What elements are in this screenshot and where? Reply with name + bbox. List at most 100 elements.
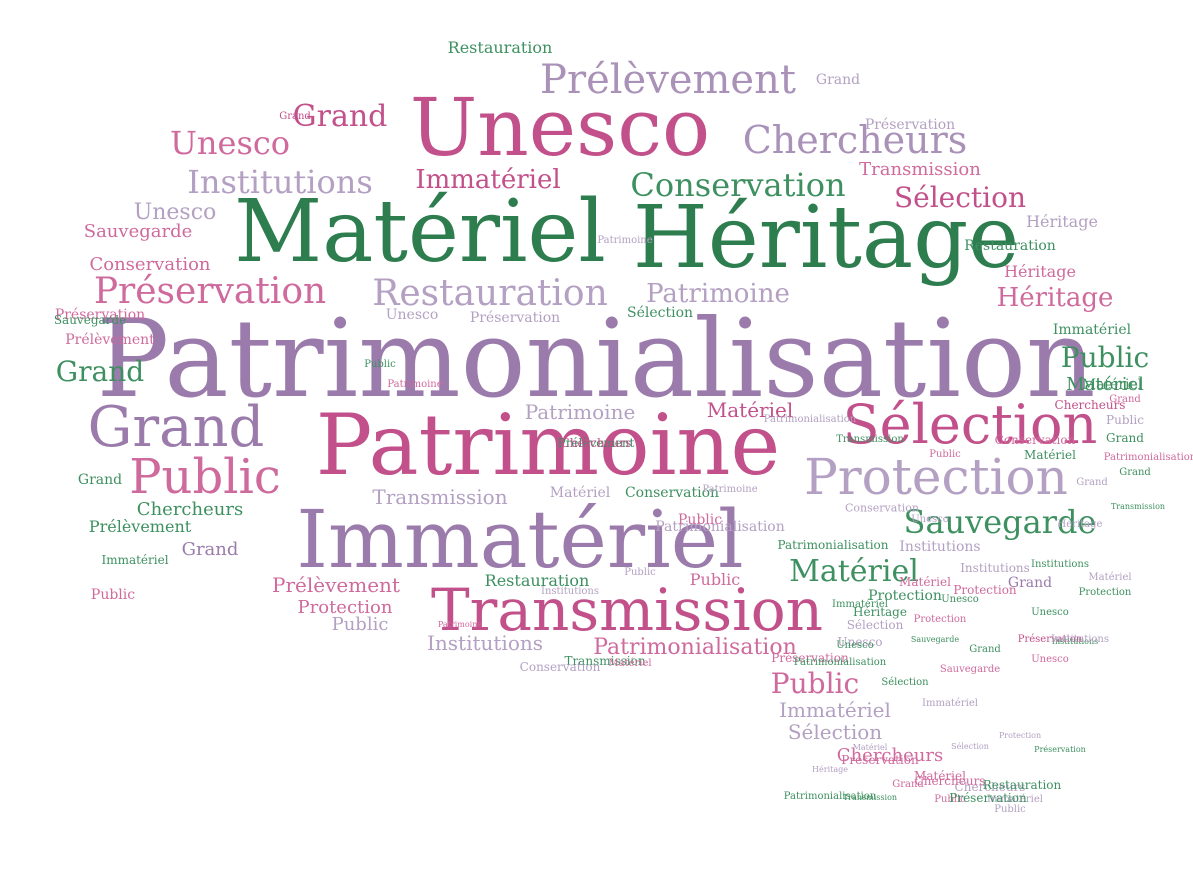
cloud-word: Patrimoine bbox=[597, 235, 653, 246]
cloud-word: Grand bbox=[279, 111, 311, 122]
cloud-word: Conservation bbox=[630, 166, 846, 204]
cloud-word: Conservation bbox=[624, 485, 720, 501]
cloud-word: Sauvegarde bbox=[53, 313, 127, 327]
cloud-word: Grand bbox=[87, 395, 265, 460]
cloud-word: Prélèvement bbox=[540, 57, 796, 103]
cloud-word: Matériel bbox=[1024, 448, 1076, 462]
cloud-word: Préservation bbox=[949, 791, 1027, 805]
cloud-word: Transmission bbox=[842, 793, 898, 802]
cloud-word: Préservation bbox=[864, 117, 956, 133]
cloud-word: Préservation bbox=[93, 271, 327, 312]
cloud-word: Public bbox=[129, 449, 281, 505]
cloud-word: Immatériel bbox=[832, 599, 888, 610]
cloud-word: Préservation bbox=[469, 310, 561, 326]
cloud-word: Protection bbox=[804, 448, 1068, 506]
cloud-word: Institutions bbox=[426, 631, 544, 655]
cloud-word: Patrimonialisation bbox=[783, 791, 877, 802]
cloud-word: Unesco bbox=[837, 635, 883, 649]
cloud-word: Restauration bbox=[447, 38, 553, 57]
cloud-word: Restauration bbox=[964, 238, 1056, 254]
cloud-word: Prélèvement bbox=[88, 517, 192, 536]
cloud-word: Sélection bbox=[846, 618, 904, 632]
cloud-word: Public bbox=[994, 804, 1026, 815]
cloud-word: Héritage bbox=[1026, 212, 1098, 231]
cloud-word: Sélection bbox=[893, 181, 1027, 214]
cloud-word: Matériel bbox=[608, 658, 652, 669]
cloud-word: Matériel bbox=[852, 743, 888, 752]
cloud-word: Matériel bbox=[899, 575, 951, 589]
cloud-word: Héritage bbox=[996, 283, 1114, 313]
cloud-word: Matériel bbox=[706, 398, 794, 422]
cloud-word: Patrimonialisation bbox=[655, 519, 785, 535]
cloud-word: Chercheurs bbox=[1054, 398, 1126, 412]
cloud-word: Chercheurs bbox=[954, 780, 1026, 794]
cloud-word: Protection bbox=[868, 588, 942, 604]
cloud-word: Patrimoine bbox=[702, 484, 758, 495]
cloud-word: Institutions bbox=[1050, 634, 1110, 645]
cloud-word: Public bbox=[331, 614, 389, 635]
cloud-word: Transmission bbox=[430, 576, 824, 644]
cloud-word: Grand bbox=[1109, 394, 1141, 405]
cloud-word: Grand bbox=[1106, 431, 1144, 445]
cloud-word: Patrimoine bbox=[646, 279, 790, 309]
cloud-word: Sauvegarde bbox=[903, 503, 1097, 541]
cloud-word: Matériel bbox=[914, 769, 966, 783]
cloud-word: Sauvegarde bbox=[83, 221, 193, 242]
cloud-word: Transmission bbox=[836, 434, 904, 445]
cloud-word: Public bbox=[624, 567, 656, 578]
cloud-word: Protection bbox=[297, 597, 393, 618]
cloud-word: Protection bbox=[953, 583, 1017, 597]
cloud-word: Patrimoine bbox=[437, 620, 483, 629]
cloud-word: Matériel bbox=[234, 182, 606, 282]
cloud-word: Matériel bbox=[549, 485, 611, 501]
cloud-word: Conservation bbox=[845, 501, 919, 515]
cloud-word: Grand bbox=[292, 99, 388, 134]
cloud-word: Prélèvement bbox=[557, 436, 635, 450]
cloud-word: Conservation bbox=[994, 433, 1076, 447]
cloud-word: Public bbox=[1106, 413, 1144, 427]
cloud-word: Préservation bbox=[1017, 634, 1083, 645]
cloud-word: Matériel bbox=[1081, 377, 1143, 393]
cloud-word: Transmission bbox=[372, 485, 508, 509]
cloud-word: Grand bbox=[77, 472, 123, 488]
cloud-word: Immatériel bbox=[1052, 322, 1132, 338]
cloud-word: Sélection bbox=[787, 720, 883, 744]
cloud-word: Institutions bbox=[899, 539, 981, 555]
cloud-word: Héritage bbox=[812, 765, 848, 774]
cloud-word: Immatériel bbox=[101, 553, 169, 567]
cloud-word: Unesco bbox=[169, 124, 291, 162]
cloud-word: Patrimoine bbox=[387, 379, 443, 390]
cloud-word: Unesco bbox=[911, 514, 949, 525]
cloud-word: Sélection bbox=[626, 305, 694, 321]
cloud-word: Héritage bbox=[853, 605, 907, 619]
cloud-word: Grand bbox=[969, 644, 1001, 655]
cloud-word: Chercheurs bbox=[136, 499, 244, 520]
cloud-word: Institutions bbox=[1051, 637, 1099, 646]
cloud-word: Conservation bbox=[89, 254, 211, 275]
cloud-word: Sélection bbox=[881, 677, 929, 688]
cloud-word: Transmission bbox=[564, 654, 646, 668]
cloud-word: Préservation bbox=[54, 307, 146, 323]
cloud-word: Immatériel bbox=[987, 794, 1043, 805]
cloud-word: Prélèvement bbox=[65, 332, 155, 348]
cloud-word: Transmission bbox=[1110, 502, 1166, 511]
cloud-word: Public bbox=[934, 794, 966, 805]
cloud-word: Public bbox=[770, 667, 860, 700]
cloud-word: Public bbox=[90, 587, 136, 603]
cloud-word: Immatériel bbox=[296, 493, 744, 586]
cloud-word: Matériel bbox=[1088, 572, 1132, 583]
cloud-word: Unesco bbox=[1031, 607, 1069, 618]
cloud-word: Préservation bbox=[841, 753, 919, 767]
cloud-word: Héritage bbox=[1057, 519, 1103, 530]
cloud-word: Immatériel bbox=[415, 165, 561, 195]
cloud-word: Protection bbox=[913, 614, 967, 625]
cloud-word: Matériel bbox=[789, 554, 919, 589]
cloud-word: Restauration bbox=[982, 778, 1062, 792]
cloud-word: Conservation bbox=[519, 660, 601, 674]
cloud-word: Matériel bbox=[1066, 374, 1144, 395]
cloud-word: Chercheurs bbox=[742, 118, 968, 162]
cloud-word: Restauration bbox=[372, 273, 608, 314]
cloud-word: Patrimoine bbox=[524, 400, 636, 424]
cloud-word: Unesco bbox=[385, 307, 439, 323]
